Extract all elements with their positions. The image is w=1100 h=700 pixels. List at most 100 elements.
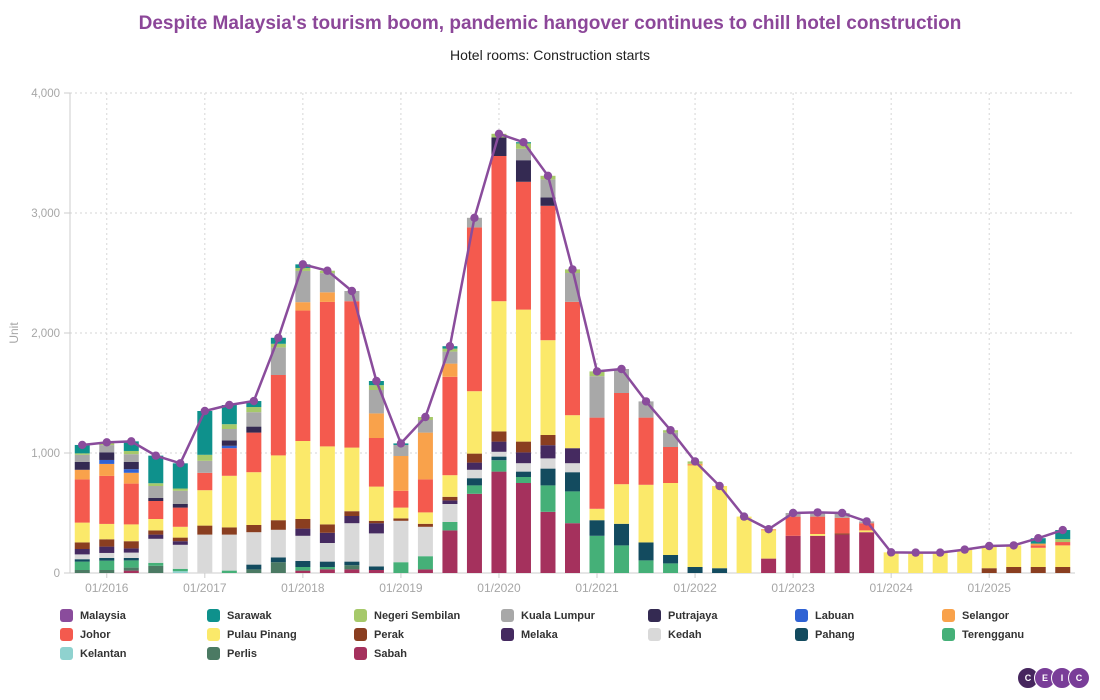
malaysia-line-point[interactable]: [715, 481, 724, 491]
malaysia-line-point[interactable]: [127, 437, 136, 446]
bar-segment-kedah[interactable]: [270, 529, 286, 558]
bar-segment-pulau-pinang[interactable]: [810, 534, 826, 536]
bar-segment-perak[interactable]: [515, 441, 531, 453]
bar-segment-terengganu[interactable]: [74, 561, 90, 570]
malaysia-line-point[interactable]: [249, 396, 259, 406]
bar-segment-terengganu[interactable]: [99, 560, 115, 570]
bar-segment-johor[interactable]: [368, 438, 384, 487]
malaysia-line-point[interactable]: [666, 426, 675, 435]
bar-segment-pulau-pinang[interactable]: [1006, 545, 1022, 567]
bar-segment-labuan[interactable]: [99, 459, 115, 464]
malaysia-line-point[interactable]: [862, 517, 871, 526]
bar-segment-pahang[interactable]: [565, 472, 580, 492]
bar-segment-sabah[interactable]: [344, 569, 360, 573]
bar-segment-perlis[interactable]: [148, 565, 164, 573]
bar-segment-selangor[interactable]: [295, 302, 311, 311]
bar-segment-kedah[interactable]: [148, 538, 164, 563]
bar-segment-negeri-sembilan[interactable]: [74, 453, 90, 455]
bar-segment-putrajaya[interactable]: [221, 440, 237, 446]
bar-segment-pulau-pinang[interactable]: [687, 465, 703, 567]
bar-segment-negeri-sembilan[interactable]: [1055, 539, 1071, 543]
legend-item-negeri-sembilan[interactable]: Negeri Sembilan: [354, 609, 501, 622]
bar-segment-kuala-lumpur[interactable]: [270, 347, 286, 375]
bar-segment-sarawak[interactable]: [172, 463, 188, 489]
legend-item-melaka[interactable]: Melaka: [501, 628, 648, 641]
malaysia-line-point[interactable]: [788, 508, 798, 518]
malaysia-line-point[interactable]: [470, 213, 479, 222]
bar-segment-johor[interactable]: [221, 448, 237, 476]
legend-item-selangor[interactable]: Selangor: [942, 609, 1089, 622]
bar-segment-kuala-lumpur[interactable]: [74, 454, 90, 462]
malaysia-line-point[interactable]: [372, 376, 381, 386]
bar-segment-pulau-pinang[interactable]: [197, 490, 213, 526]
bar-segment-pulau-pinang[interactable]: [859, 530, 875, 533]
bar-segment-pulau-pinang[interactable]: [246, 472, 262, 525]
bar-segment-perak[interactable]: [1006, 567, 1022, 573]
malaysia-line-point[interactable]: [274, 333, 283, 342]
malaysia-line-point[interactable]: [494, 129, 504, 138]
bar-segment-pahang[interactable]: [319, 561, 335, 567]
bar-segment-terengganu[interactable]: [148, 562, 164, 566]
bar-segment-pahang[interactable]: [614, 523, 630, 546]
bar-segment-putrajaya[interactable]: [515, 160, 531, 182]
malaysia-line-point[interactable]: [200, 406, 210, 416]
bar-segment-johor[interactable]: [197, 472, 213, 491]
bar-segment-pulau-pinang[interactable]: [981, 546, 997, 569]
bar-segment-pahang[interactable]: [540, 468, 556, 486]
bar-segment-pahang[interactable]: [344, 561, 360, 566]
malaysia-line-point[interactable]: [225, 400, 234, 410]
malaysia-line-point[interactable]: [445, 342, 455, 351]
bar-segment-pulau-pinang[interactable]: [148, 519, 164, 531]
bar-segment-selangor[interactable]: [393, 456, 409, 491]
bar-segment-sabah[interactable]: [565, 523, 580, 573]
bar-segment-johor[interactable]: [540, 205, 556, 341]
bar-segment-melaka[interactable]: [172, 541, 188, 545]
bar-segment-sabah[interactable]: [319, 569, 335, 573]
bar-segment-johor[interactable]: [859, 523, 875, 531]
bar-segment-terengganu[interactable]: [589, 535, 605, 573]
bar-segment-putrajaya[interactable]: [246, 426, 262, 433]
malaysia-line-point[interactable]: [641, 397, 651, 406]
bar-segment-perlis[interactable]: [344, 565, 360, 570]
malaysia-line-point[interactable]: [960, 545, 969, 554]
bar-segment-selangor[interactable]: [417, 432, 433, 480]
bar-segment-johor[interactable]: [1030, 545, 1046, 548]
bar-segment-negeri-sembilan[interactable]: [221, 424, 237, 429]
legend-item-johor[interactable]: Johor: [60, 628, 207, 641]
bar-segment-johor[interactable]: [466, 227, 482, 392]
malaysia-line-point[interactable]: [1034, 534, 1043, 543]
bar-segment-kedah[interactable]: [565, 463, 580, 473]
bar-segment-sabah[interactable]: [785, 535, 801, 573]
bar-segment-johor[interactable]: [74, 479, 90, 523]
bar-segment-johor[interactable]: [393, 490, 409, 508]
bar-segment-perak[interactable]: [74, 542, 90, 549]
malaysia-line-point[interactable]: [1009, 541, 1018, 550]
bar-segment-perak[interactable]: [540, 435, 556, 446]
bar-segment-pulau-pinang[interactable]: [663, 483, 679, 555]
bar-segment-pulau-pinang[interactable]: [565, 415, 580, 449]
bar-segment-pulau-pinang[interactable]: [1030, 547, 1046, 567]
bar-segment-kuala-lumpur[interactable]: [99, 445, 115, 453]
malaysia-line-point[interactable]: [347, 286, 357, 296]
bar-segment-johor[interactable]: [834, 517, 850, 534]
bar-segment-selangor[interactable]: [99, 463, 115, 476]
bar-segment-terengganu[interactable]: [540, 485, 556, 512]
bar-segment-perak[interactable]: [344, 511, 360, 516]
bar-segment-kedah[interactable]: [393, 520, 409, 563]
legend-item-kelantan[interactable]: Kelantan: [60, 647, 207, 660]
bar-segment-pahang[interactable]: [687, 567, 703, 573]
malaysia-line-point[interactable]: [886, 548, 896, 557]
bar-segment-perak[interactable]: [246, 525, 262, 533]
bar-segment-perak[interactable]: [466, 453, 482, 463]
bar-segment-melaka[interactable]: [123, 548, 139, 553]
bar-segment-perak[interactable]: [270, 520, 286, 530]
bar-segment-kedah[interactable]: [540, 458, 556, 469]
bar-segment-johor[interactable]: [638, 417, 654, 485]
bar-segment-perak[interactable]: [221, 527, 237, 535]
bar-segment-sabah[interactable]: [761, 558, 777, 573]
bar-segment-johor[interactable]: [785, 516, 801, 536]
bar-segment-kedah[interactable]: [344, 523, 360, 562]
bar-segment-sabah[interactable]: [515, 483, 531, 573]
bar-segment-pulau-pinang[interactable]: [932, 552, 948, 573]
bar-segment-johor[interactable]: [515, 181, 531, 310]
